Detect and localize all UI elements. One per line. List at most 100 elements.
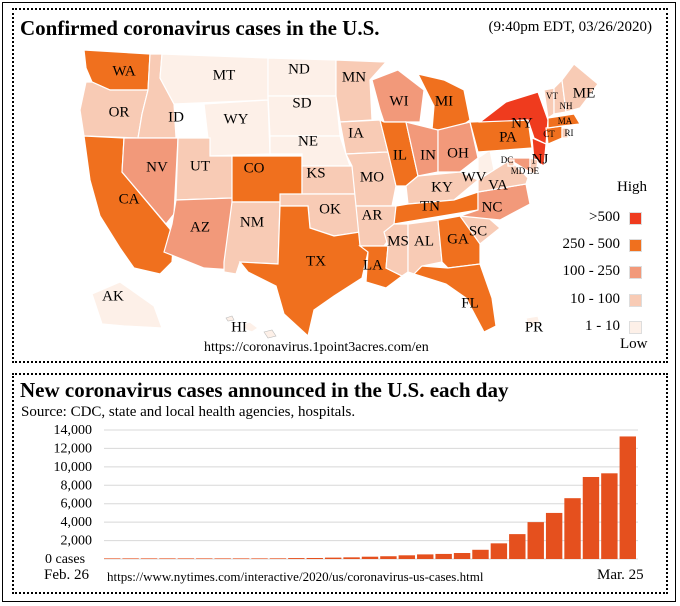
state-label-ia: IA (348, 125, 364, 141)
bar (619, 436, 636, 559)
state-tx[interactable] (238, 205, 369, 338)
bar (472, 549, 489, 559)
bar (288, 558, 305, 559)
legend-swatch (629, 212, 642, 225)
bar (564, 498, 581, 559)
legend-bin-label: 10 - 100 (570, 291, 620, 307)
y-tick-label: 6,000 (61, 497, 93, 512)
state-fl[interactable] (412, 263, 497, 333)
state-label-pr: PR (525, 319, 543, 335)
state-label-az: AZ (190, 219, 210, 235)
state-mt[interactable] (159, 53, 269, 105)
state-label-wa: WA (112, 63, 135, 79)
state-ma[interactable] (547, 113, 581, 129)
legend-bin-label: 100 - 250 (562, 263, 621, 279)
state-label-fl: FL (461, 295, 479, 311)
bar (361, 556, 379, 559)
bar (269, 558, 287, 559)
bar-chart: 0 cases 2,000 4,000 6,000 8,000 10,000 12,000 1… (45, 423, 638, 567)
state-hi[interactable] (241, 321, 260, 333)
y-tick-label: 10,000 (54, 460, 93, 475)
map-timestamp: (9:40pm EDT, 03/26/2020) (488, 19, 652, 35)
legend-bin-label: >500 (589, 209, 620, 225)
legend-swatch (629, 321, 642, 334)
state-label-ct: CT (543, 129, 555, 139)
y-tick-label: 8,000 (61, 478, 93, 493)
state-label-ak: AK (102, 288, 124, 304)
state-label-md: MD (511, 166, 526, 176)
state-label-in: IN (420, 147, 436, 163)
state-pr[interactable] (525, 315, 541, 327)
state-label-id: ID (168, 109, 184, 125)
bar (343, 557, 360, 559)
state-label-ok: OK (319, 201, 341, 217)
state-label-wv: WV (462, 169, 487, 185)
state-ak[interactable] (91, 281, 163, 329)
y-tick-label: 12,000 (54, 441, 93, 456)
y-tick-label: 2,000 (61, 534, 93, 549)
state-ms[interactable] (383, 223, 409, 277)
state-label-la: LA (363, 257, 383, 273)
y-tick-label: 0 cases (45, 552, 85, 567)
bar-chart-source-url[interactable]: https://www.nytimes.com/interactive/2020… (107, 569, 484, 584)
state-dc[interactable] (507, 159, 515, 167)
legend-swatch (629, 266, 642, 279)
legend-high-label: High (617, 179, 647, 195)
bar (545, 512, 563, 559)
state-label-co: CO (244, 160, 265, 176)
state-wv[interactable] (477, 149, 495, 182)
state-label-or: OR (109, 104, 130, 120)
state-label-de: DE (527, 166, 539, 176)
state-de[interactable] (529, 157, 539, 175)
bar-chart-source: Source: CDC, state and local health agen… (21, 404, 356, 420)
state-label-il: IL (393, 147, 407, 163)
state-label-mi: MI (435, 93, 453, 109)
bar (490, 543, 508, 559)
bar (398, 555, 416, 559)
state-label-ky: KY (431, 179, 453, 195)
state-label-ar: AR (362, 207, 383, 223)
state-label-mn: MN (342, 69, 366, 85)
state-label-wy: WY (224, 111, 249, 127)
y-tick-label: 4,000 (61, 515, 93, 530)
state-nv[interactable] (121, 137, 179, 225)
bar (104, 558, 121, 559)
bar (380, 556, 397, 559)
state-label-pa: PA (499, 129, 517, 145)
bar (306, 557, 323, 559)
x-start-label: Feb. 26 (44, 567, 89, 583)
state-label-mt: MT (213, 67, 236, 83)
state-label-mo: MO (360, 169, 384, 185)
bar (122, 558, 139, 559)
bar (159, 558, 176, 559)
bar (582, 476, 600, 559)
state-hi-island (225, 315, 235, 322)
state-label-oh: OH (447, 145, 469, 161)
state-oh[interactable] (437, 121, 479, 173)
bar (527, 522, 544, 559)
state-label-nv: NV (146, 159, 168, 175)
bar-chart-panel: New coronavirus cases announced in the U… (12, 373, 668, 594)
bar (251, 558, 268, 559)
state-label-nm: NM (240, 214, 264, 230)
state-wy[interactable] (203, 99, 271, 157)
state-label-sd: SD (292, 95, 311, 111)
bar (601, 473, 618, 559)
state-label-ga: GA (447, 231, 469, 247)
state-label-ca: CA (119, 191, 140, 207)
map-source-url[interactable]: https://coronavirus.1point3acres.com/en (204, 340, 429, 355)
bar-chart-title: New coronavirus cases announced in the U… (20, 378, 509, 402)
state-me[interactable] (561, 63, 599, 113)
state-label-tn: TN (420, 198, 440, 214)
state-label-va: VA (488, 177, 508, 193)
state-ri[interactable] (561, 127, 569, 139)
state-label-ut: UT (190, 158, 210, 174)
bar (196, 558, 213, 559)
state-wi[interactable] (371, 69, 425, 123)
state-label-nc: NC (482, 199, 503, 215)
bar (232, 558, 250, 559)
state-label-nh: NH (560, 101, 573, 111)
legend-swatch (629, 239, 642, 252)
map-title: Confirmed coronavirus cases in the U.S. (20, 16, 380, 40)
